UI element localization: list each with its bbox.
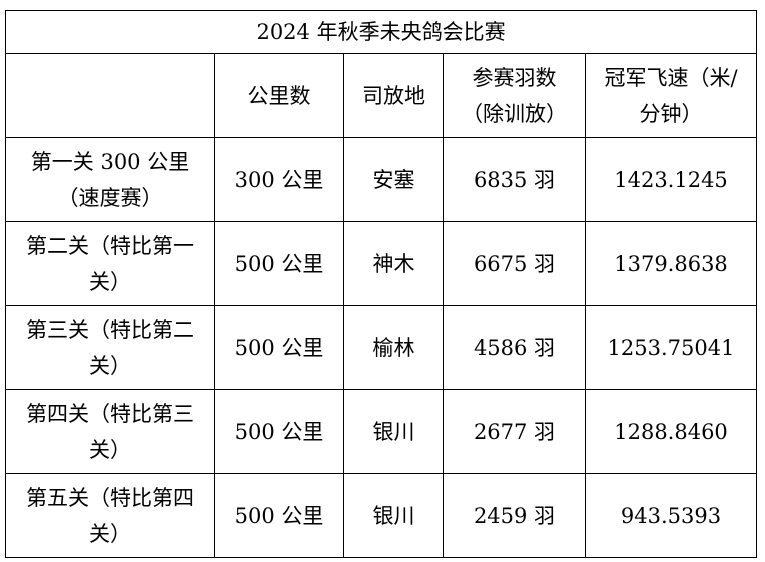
table-body: 2024 年秋季未央鸽会比赛 公里数 司放地 参赛羽数（除训放） 冠军飞速（米/分钟）…	[4, 10, 758, 558]
table-cell: 第二关（特比第一关）	[5, 221, 215, 306]
table-cell: 300 公里	[214, 137, 344, 222]
table-cell: 943.5393	[584, 473, 758, 558]
table-cell: 第四关（特比第三关）	[5, 389, 215, 474]
table-cell: 第一关 300 公里（速度赛）	[5, 137, 215, 222]
table-cell: 2677 羽	[443, 389, 586, 474]
table-cell: 500 公里	[214, 221, 344, 306]
table-cell: 1253.75041	[584, 305, 758, 390]
table-cell	[5, 53, 215, 138]
data-row: 第一关 300 公里（速度赛） 300 公里 安塞 6835 羽 1423.1245	[5, 137, 758, 222]
table-cell: 公里数	[214, 53, 344, 138]
table-title: 2024 年秋季未央鸽会比赛	[4, 10, 758, 54]
data-row: 第二关（特比第一关） 500 公里 神木 6675 羽 1379.8638	[5, 221, 758, 306]
data-row: 第三关（特比第二关） 500 公里 榆林 4586 羽 1253.75041	[5, 305, 758, 390]
table-cell: 冠军飞速（米/分钟）	[584, 53, 758, 138]
title-row: 2024 年秋季未央鸽会比赛	[4, 10, 758, 54]
table-cell: 1288.8460	[584, 389, 758, 474]
race-table: 2024 年秋季未央鸽会比赛 公里数 司放地 参赛羽数（除训放） 冠军飞速（米/分钟）…	[4, 10, 758, 558]
data-row: 第五关（特比第四关） 500 公里 银川 2459 羽 943.5393	[5, 473, 758, 558]
table-cell: 第五关（特比第四关）	[5, 473, 215, 558]
table-cell: 银川	[343, 389, 444, 474]
table-cell: 2459 羽	[443, 473, 586, 558]
table-cell: 1423.1245	[584, 137, 758, 222]
table-cell: 第三关（特比第二关）	[5, 305, 215, 390]
table-cell: 500 公里	[214, 473, 344, 558]
table-cell: 500 公里	[214, 389, 344, 474]
header-row: 公里数 司放地 参赛羽数（除训放） 冠军飞速（米/分钟）	[5, 53, 758, 138]
table-cell: 安塞	[343, 137, 444, 222]
table-cell: 参赛羽数（除训放）	[443, 53, 586, 138]
data-row: 第四关（特比第三关） 500 公里 银川 2677 羽 1288.8460	[5, 389, 758, 474]
table-cell: 6675 羽	[443, 221, 586, 306]
table-cell: 神木	[343, 221, 444, 306]
table-cell: 榆林	[343, 305, 444, 390]
table-cell: 司放地	[343, 53, 444, 138]
table-cell: 4586 羽	[443, 305, 586, 390]
table-cell: 银川	[343, 473, 444, 558]
table-cell: 6835 羽	[443, 137, 586, 222]
table-cell: 1379.8638	[584, 221, 758, 306]
table-cell: 500 公里	[214, 305, 344, 390]
